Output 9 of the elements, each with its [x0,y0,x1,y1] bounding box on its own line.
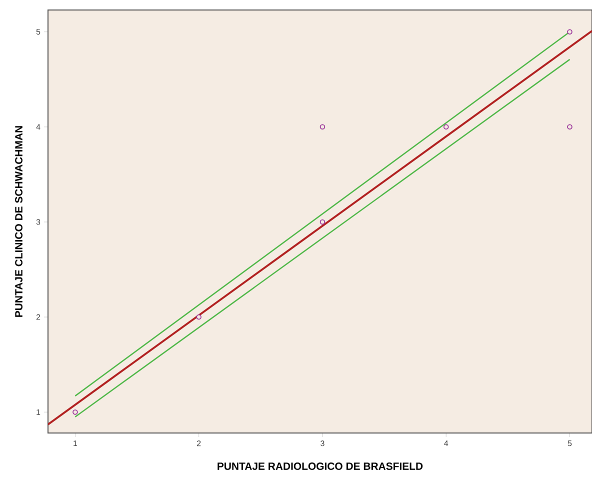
point [196,314,202,320]
y-axis-title: PUNTAJE CLINICO DE SCHWACHMAN [15,126,22,317]
point [567,124,572,130]
point [320,124,326,130]
point [567,29,572,34]
point [72,409,78,415]
x-axis-title: PUNTAJE RADIOLOGICO DE BRASFIELD [218,462,423,470]
point [443,124,449,130]
point [320,219,326,225]
